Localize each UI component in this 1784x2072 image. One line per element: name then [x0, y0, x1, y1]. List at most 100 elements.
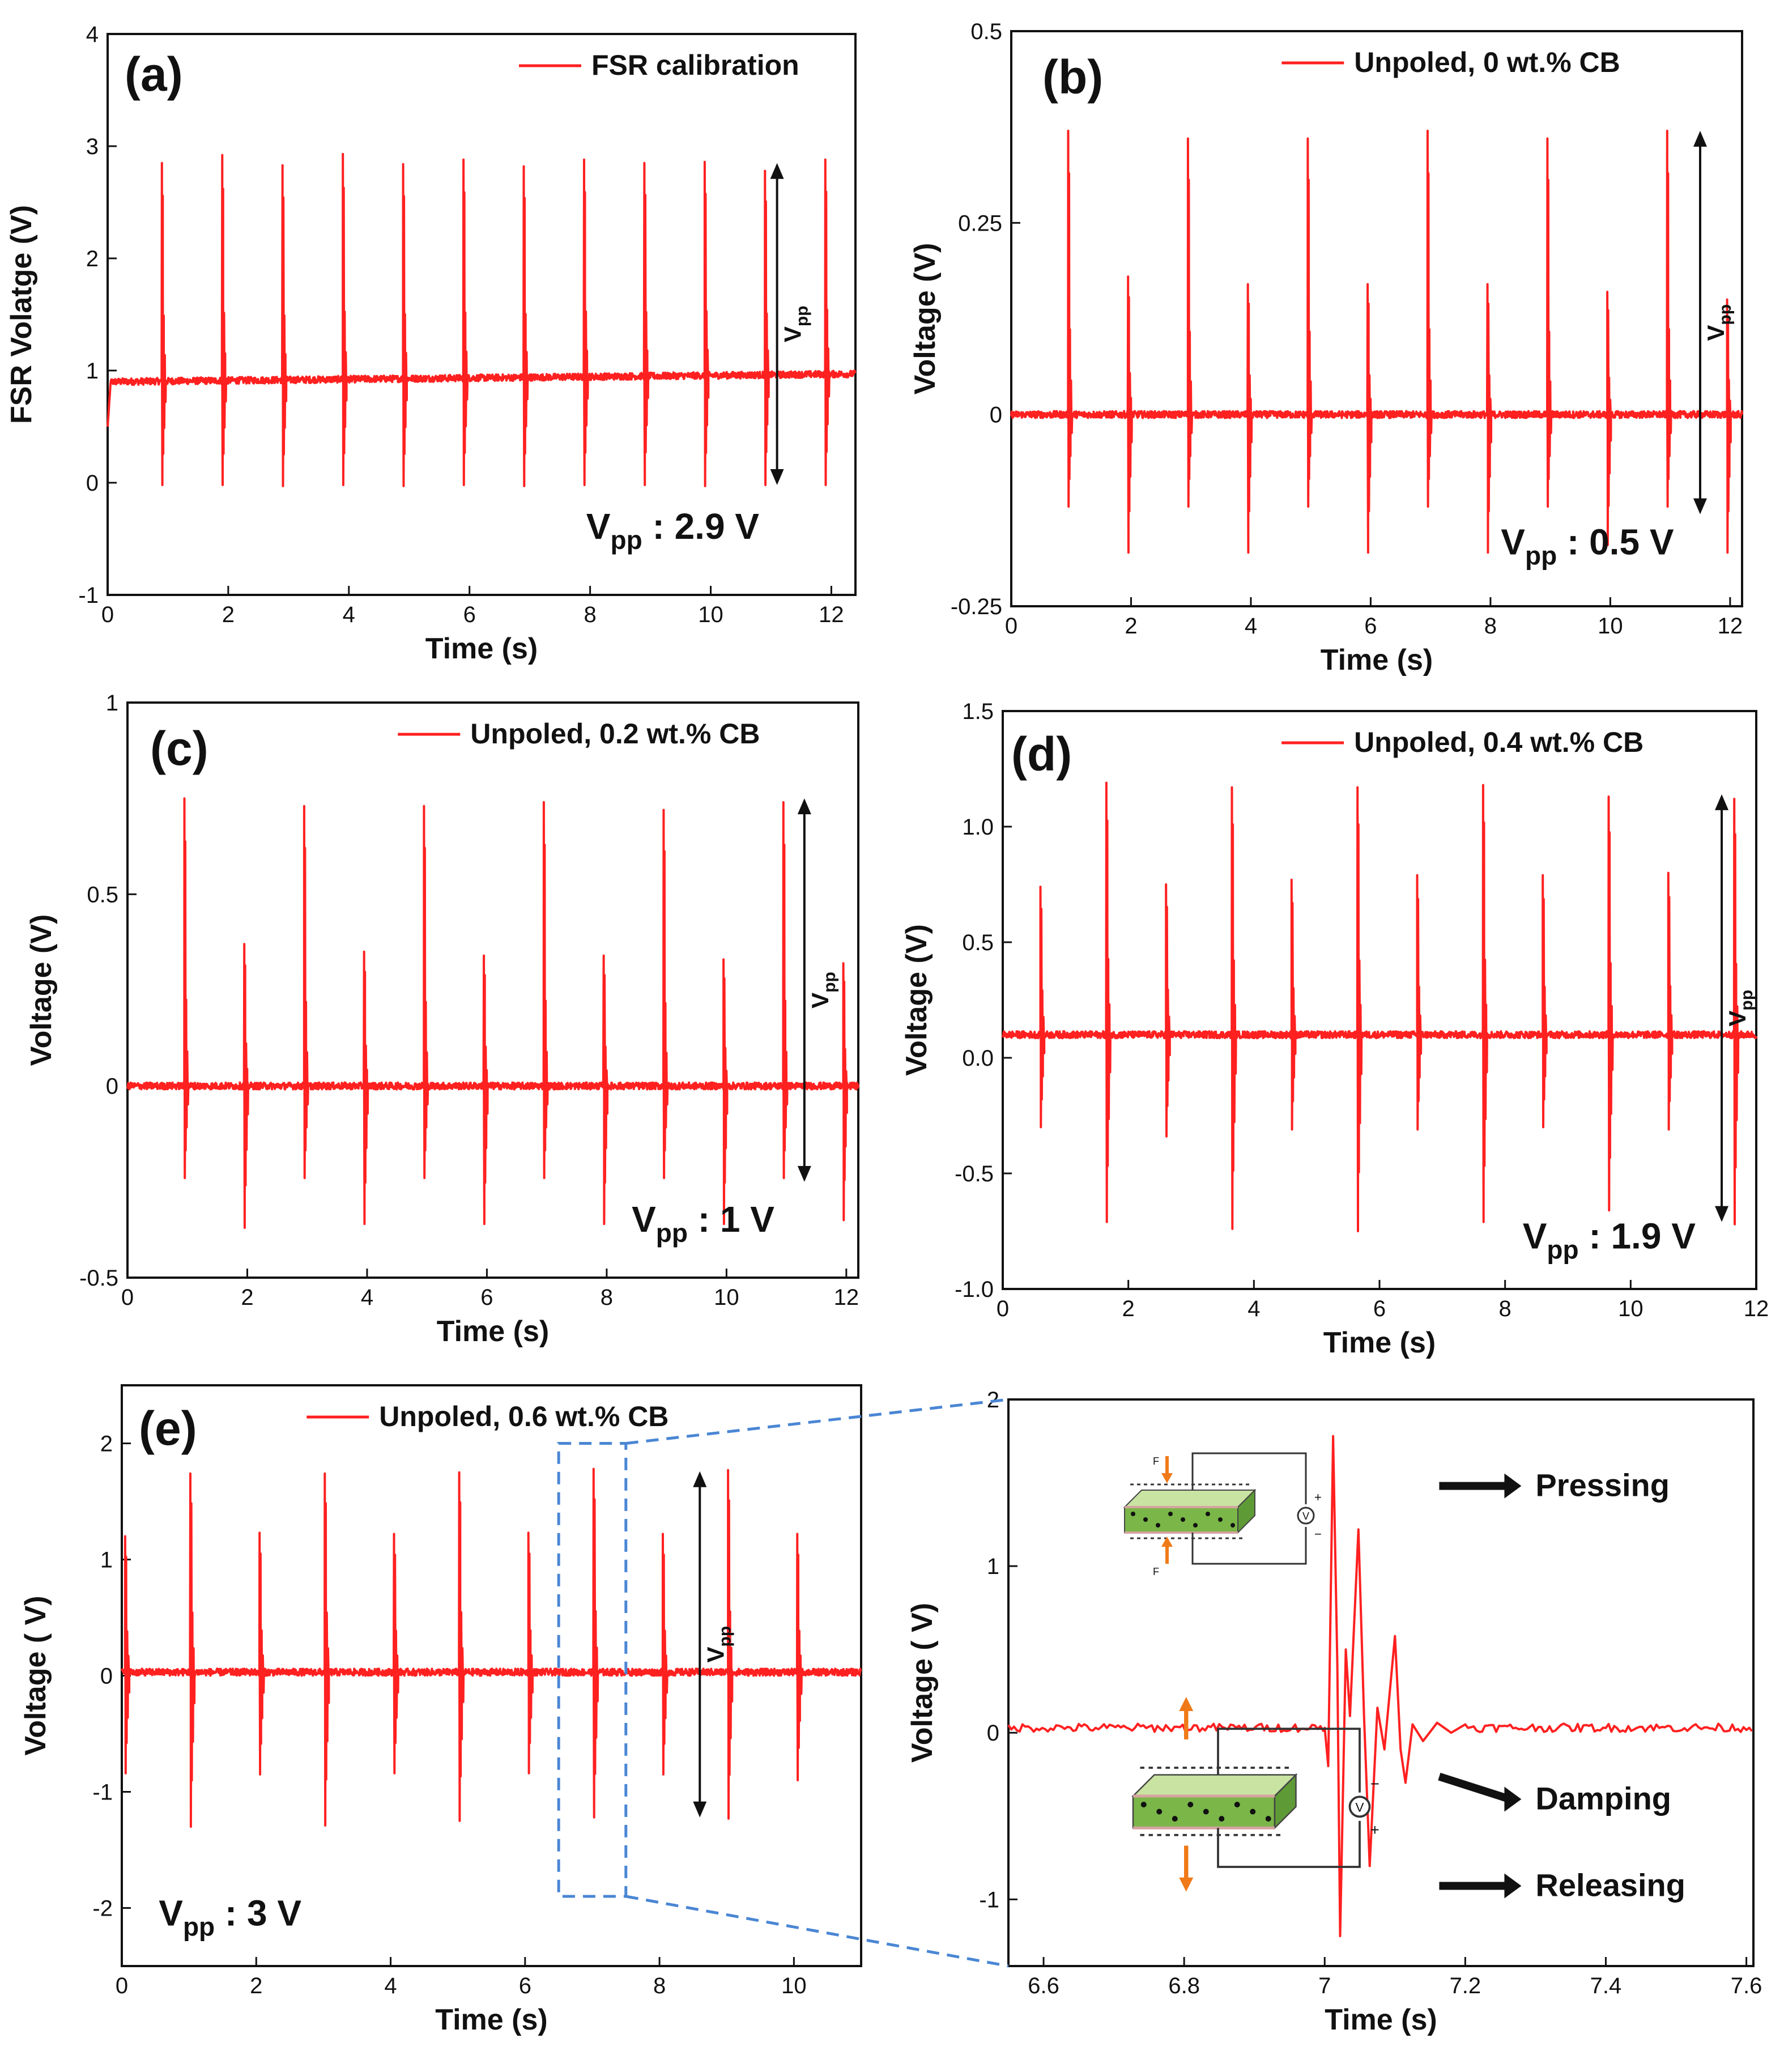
panel-e-vpp-sub: pp: [183, 1912, 215, 1941]
panel-zoom-anno-arrowhead-2: [1504, 1873, 1522, 1899]
panel-a-pulse-peak: [824, 159, 826, 160]
panel-d-frame: [1002, 710, 1757, 1290]
panel-d-xtick-label: 6: [1373, 1296, 1386, 1321]
panel-b-ytick-label: -0.25: [951, 594, 1002, 619]
panel-zoom-ylabel: Voltage ( V): [906, 1603, 939, 1763]
panel-zoom-schematic-pressing-particle: [1231, 1523, 1235, 1528]
panel-a-vpp-arrow-label-sub: pp: [793, 305, 812, 326]
panel-a-ytick-label: 1: [86, 359, 99, 384]
panel-e-pulse-peak: [727, 1469, 729, 1471]
panel-e-ytick-label: 0: [100, 1664, 113, 1689]
panel-zoom-schematic-releasing-polarity-bottom: +: [1370, 1821, 1379, 1839]
panel-e-xtick-label: 6: [519, 1973, 531, 1998]
panel-a-ytick-label: 2: [86, 246, 99, 271]
panel-c-xtick-label: 4: [361, 1285, 373, 1310]
panel-zoom-schematic-releasing-particle: [1250, 1809, 1256, 1815]
panel-d-xtick-label: 8: [1499, 1296, 1511, 1321]
panel-zoom-schematic-releasing-particle: [1172, 1816, 1178, 1822]
panel-d-vpp-main: V: [1523, 1216, 1547, 1257]
panel-d-pulse-peak: [1608, 795, 1610, 798]
panel-c-ytick-label: 1: [106, 691, 118, 716]
panel-d-legend-text: Unpoled, 0.4 wt.% CB: [1354, 726, 1644, 758]
panel-a-vpp-sub: pp: [610, 525, 642, 555]
panel-e-pulse-peak: [593, 1468, 595, 1470]
panel-zoom-schematic-releasing-particle: [1234, 1802, 1240, 1807]
panel-e: 0 2 4 6 8 10 -2 -1 0 1 2 Time (s) Voltage ( V) Unpole…: [19, 1384, 862, 2036]
panel-b-pulse-peak: [1666, 130, 1668, 132]
panel-a-pulse-peak: [462, 159, 465, 160]
panel-c-pulse-peak: [423, 805, 425, 807]
panel-b-frame: [1010, 30, 1743, 607]
panel-d-trace: [1002, 781, 1757, 1232]
panel-c-frame: [126, 701, 859, 1279]
panel-a-xtick-label: 6: [463, 602, 476, 627]
panel-zoom-anno-damping: Damping: [1535, 1781, 1671, 1816]
panel-a-pulse-peak: [583, 159, 585, 160]
panel-a-pulse-peak: [523, 165, 525, 167]
panel-b-xtick-label: 8: [1484, 614, 1497, 639]
panel-e-vpp-arrowhead-bottom: [693, 1801, 707, 1818]
panel-e-pulse-peak: [259, 1532, 261, 1534]
panel-zoom-trace: [1007, 1435, 1753, 1938]
panel-c-pulse-peak: [722, 959, 725, 960]
panel-c-panel-letter: (c): [150, 722, 208, 775]
panel-a-xtick-label: 0: [101, 602, 114, 627]
panel-a-pulse-peak: [644, 162, 645, 164]
panel-e-xtick-label: 4: [384, 1973, 397, 1998]
panel-a-pulse-peak: [282, 164, 283, 166]
panel-zoom-schematic-releasing-particle: [1203, 1809, 1209, 1815]
panel-a-ytick-label: -1: [78, 583, 99, 608]
zoom-connectors: [625, 1398, 1009, 1968]
panel-zoom-schematic-pressing-force-down-head: [1161, 1473, 1173, 1483]
panel-d-xtick-label: 12: [1744, 1296, 1769, 1321]
panel-zoom-anno-releasing: Releasing: [1535, 1867, 1685, 1903]
panel-zoom-schematic-pressing-particle: [1143, 1517, 1148, 1522]
panel-d-vpp-arrowhead-bottom: [1715, 1206, 1729, 1222]
panel-b-pulse-peak: [1307, 138, 1309, 139]
panel-e-vpp-arrow-label-main: V: [702, 1646, 729, 1662]
panel-b-xtick-label: 12: [1718, 614, 1743, 639]
panel-b-ytick-label: 0.25: [958, 211, 1002, 236]
panel-e-xtick-label: 8: [653, 1973, 666, 1998]
panel-zoom-schematic-pressing-polarity-top: +: [1314, 1490, 1322, 1504]
panel-e-vpp-value: Vpp : 3 V: [159, 1892, 301, 1941]
panel-zoom-xtick-label: 7.6: [1731, 1973, 1762, 1998]
panel-a-vpp-arrow-label-main: V: [780, 326, 806, 342]
panel-zoom-schematic-pressing-particle: [1181, 1517, 1185, 1522]
panel-d-ylabel: Voltage (V): [900, 924, 933, 1076]
panel-c-vpp-arrow-label-main: V: [807, 993, 833, 1009]
panel-d-pulse-peak: [1357, 786, 1359, 788]
panel-c-pulse-peak: [243, 943, 245, 945]
panel-zoom-schematic-pressing-force-label-top: F: [1153, 1456, 1159, 1467]
panel-b-pulse-peak: [1487, 283, 1488, 285]
panel-c-xlabel: Time (s): [437, 1315, 549, 1348]
panel-a-xtick-label: 10: [698, 602, 723, 627]
panel-e-vpp-arrowhead-top: [693, 1471, 707, 1487]
panel-zoom-schematic-releasing-force-up-head: [1179, 1697, 1194, 1711]
panel-e-vpp-arrow-label-sub: pp: [716, 1626, 734, 1647]
panel-e-vpp-arrow-label: Vpp: [702, 1626, 734, 1663]
panel-a-xtick-label: 8: [584, 602, 596, 627]
panel-a-ytick-label: 0: [86, 471, 99, 496]
panel-a-pulse-peak: [704, 161, 706, 163]
panel-b-vpp-arrow-label-main: V: [1702, 325, 1729, 341]
panel-e-xlabel: Time (s): [435, 2003, 547, 2036]
panel-e-ylabel: Voltage ( V): [19, 1596, 52, 1755]
panel-zoom-xtick-label: 7.2: [1450, 1973, 1481, 1998]
panel-d-pulse-peak: [1542, 874, 1544, 876]
panel-b-legend-text: Unpoled, 0 wt.% CB: [1354, 46, 1620, 78]
panel-zoom-schematic-pressing-particle: [1156, 1523, 1160, 1528]
panel-b-vpp-arrowhead-bottom: [1693, 498, 1707, 514]
panel-zoom-schematic-releasing-voltmeter: [1348, 1796, 1371, 1818]
panel-b-pulse-peak: [1067, 130, 1069, 132]
panel-zoom-schematic-releasing-particle: [1187, 1802, 1194, 1807]
panel-d-pulse-peak: [1667, 872, 1670, 874]
panel-e-panel-letter: (e): [139, 1402, 197, 1455]
panel-c-pulse-peak: [782, 801, 785, 803]
panel-b-trace: [1010, 129, 1743, 554]
panel-c-vpp-main: V: [632, 1199, 656, 1240]
panel-e-xtick-label: 10: [781, 1973, 807, 1998]
